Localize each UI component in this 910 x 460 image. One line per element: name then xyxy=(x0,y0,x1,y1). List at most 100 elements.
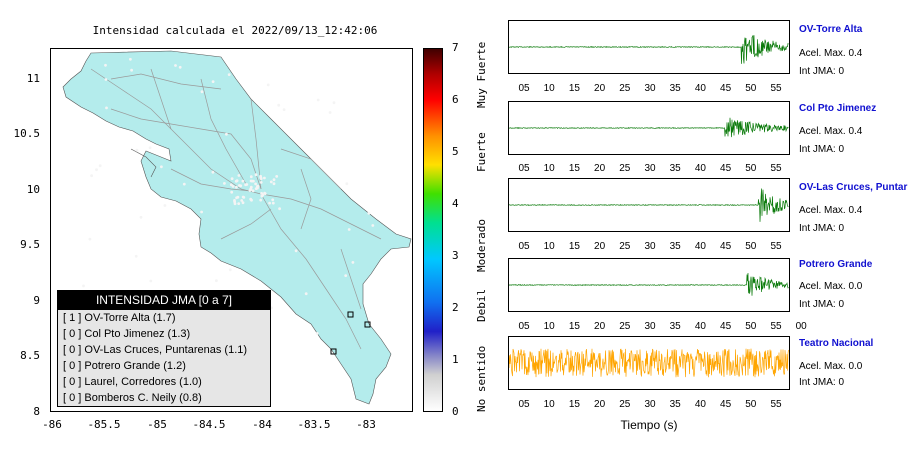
town-dot xyxy=(240,199,244,202)
waveform-panel[interactable] xyxy=(508,101,790,155)
time-tick-label: 35 xyxy=(669,241,681,252)
town-dot xyxy=(129,57,132,61)
time-tick-label: 05 xyxy=(518,163,530,174)
town-dot xyxy=(241,195,245,199)
town-dot xyxy=(256,186,259,190)
time-tick-label: 55 xyxy=(770,399,782,410)
town-dot xyxy=(328,111,332,114)
station-name[interactable]: Col Pto Jimenez xyxy=(799,103,877,114)
station-name[interactable]: Potrero Grande xyxy=(799,259,873,270)
colorbar-tick: 3 xyxy=(452,249,459,262)
legend-row: [ 1 ] OV-Torre Alta (1.7) xyxy=(63,312,176,324)
town-dot xyxy=(277,103,281,107)
time-tick-label: 05 xyxy=(518,83,530,94)
town-dot xyxy=(235,179,239,183)
station-accel: Acel. Max. 0.4 xyxy=(799,205,863,216)
time-ticks: 05 10 15 20 25 30 35 40 45 50 55 00 xyxy=(508,321,806,333)
colorbar-category: No sentido xyxy=(475,345,488,412)
town-dot xyxy=(90,174,93,178)
waveform-panel[interactable] xyxy=(508,258,790,312)
colorbar-tick: 7 xyxy=(452,41,459,54)
town-dot xyxy=(347,228,351,231)
town-dot xyxy=(160,165,163,169)
town-dot xyxy=(269,180,273,184)
colorbar-tick: 5 xyxy=(452,145,459,158)
map-y-tick: 10.5 xyxy=(13,127,41,140)
map-svg xyxy=(62,50,412,405)
town-dot xyxy=(225,132,228,136)
town-dot xyxy=(139,215,143,219)
town-dot xyxy=(241,179,245,183)
legend-row: [ 0 ] Col Pto Jimenez (1.3) xyxy=(63,328,191,340)
town-dot xyxy=(178,65,182,69)
station-name[interactable]: OV-Las Cruces, Puntar xyxy=(799,182,908,193)
time-tick-label: 10 xyxy=(543,399,555,410)
time-tick-label: 25 xyxy=(619,399,631,410)
map-x-tick: -83 xyxy=(356,418,376,431)
map-y-tick: 9.5 xyxy=(20,238,40,251)
town-dot xyxy=(163,204,167,207)
map-y-tick: 11 xyxy=(26,72,40,85)
time-tick-label: 55 xyxy=(770,321,782,332)
time-tick-label: 10 xyxy=(543,241,555,252)
waveform-panel[interactable] xyxy=(508,336,790,390)
station-name[interactable]: OV-Torre Alta xyxy=(799,24,863,35)
town-dot xyxy=(251,189,255,193)
time-tick-label: 30 xyxy=(644,241,656,252)
intensity-legend: INTENSIDAD JMA [0 a 7] [ 1 ] OV-Torre Al… xyxy=(57,290,271,407)
town-dot xyxy=(282,108,286,111)
town-dot xyxy=(268,201,271,205)
town-dot xyxy=(244,183,248,187)
map-x-tick: -84.5 xyxy=(192,418,226,431)
station-jma: Int JMA: 0 xyxy=(799,144,845,155)
town-dot xyxy=(237,174,241,177)
time-tick-label: 45 xyxy=(720,241,732,252)
town-dot xyxy=(230,190,234,194)
town-dot xyxy=(211,170,215,174)
station-marker[interactable] xyxy=(364,321,371,328)
town-dot xyxy=(271,201,275,205)
station-accel: Acel. Max. 0.4 xyxy=(799,48,863,59)
town-dot xyxy=(272,178,276,182)
town-dot xyxy=(235,196,239,200)
time-ticks: 05 10 15 20 25 30 35 40 45 50 55 xyxy=(508,399,790,411)
station-marker[interactable] xyxy=(330,348,337,355)
station-marker[interactable] xyxy=(347,311,354,318)
town-dot xyxy=(228,268,232,272)
time-tick-label: 55 xyxy=(770,241,782,252)
town-dot xyxy=(271,198,275,202)
time-tick-label: 30 xyxy=(644,83,656,94)
time-tick-label: 40 xyxy=(694,83,706,94)
colorbar-tick: 1 xyxy=(452,353,459,366)
time-ticks: 05 10 15 20 25 30 35 40 45 50 55 xyxy=(508,163,790,175)
waveform-panel[interactable] xyxy=(508,20,790,74)
town-dot xyxy=(344,274,348,277)
map-x-tick: -85.5 xyxy=(87,418,121,431)
time-tick-label: 50 xyxy=(745,163,757,174)
station-jma: Int JMA: 0 xyxy=(799,377,845,388)
time-tick-label: 35 xyxy=(669,399,681,410)
colorbar-tick: 6 xyxy=(452,93,459,106)
time-tick-label: 45 xyxy=(720,321,732,332)
time-tick-label: 25 xyxy=(619,83,631,94)
map-x-tick: -86 xyxy=(42,418,62,431)
road-network xyxy=(90,68,382,350)
time-tick-label: 40 xyxy=(694,241,706,252)
station-name[interactable]: Teatro Nacional xyxy=(799,338,874,349)
waveform-panel[interactable] xyxy=(508,178,790,232)
town-dot xyxy=(304,292,308,296)
town-dot xyxy=(345,182,349,186)
town-dot xyxy=(275,175,279,178)
legend-row: [ 0 ] Laurel, Corredores (1.0) xyxy=(63,376,202,388)
town-dot xyxy=(250,198,253,202)
waveform-trace xyxy=(508,117,789,138)
colorbar-tick: 2 xyxy=(452,301,459,314)
colorbar-tick: 4 xyxy=(452,197,459,210)
town-dot xyxy=(315,332,319,335)
town-dot xyxy=(200,90,204,94)
town-dot xyxy=(241,201,245,205)
legend-row: [ 0 ] Bomberos C. Neily (0.8) xyxy=(63,392,202,404)
map-y-tick: 9 xyxy=(33,294,40,307)
town-dot xyxy=(254,173,258,177)
legend-title: INTENSIDAD JMA [0 a 7] xyxy=(58,291,270,310)
